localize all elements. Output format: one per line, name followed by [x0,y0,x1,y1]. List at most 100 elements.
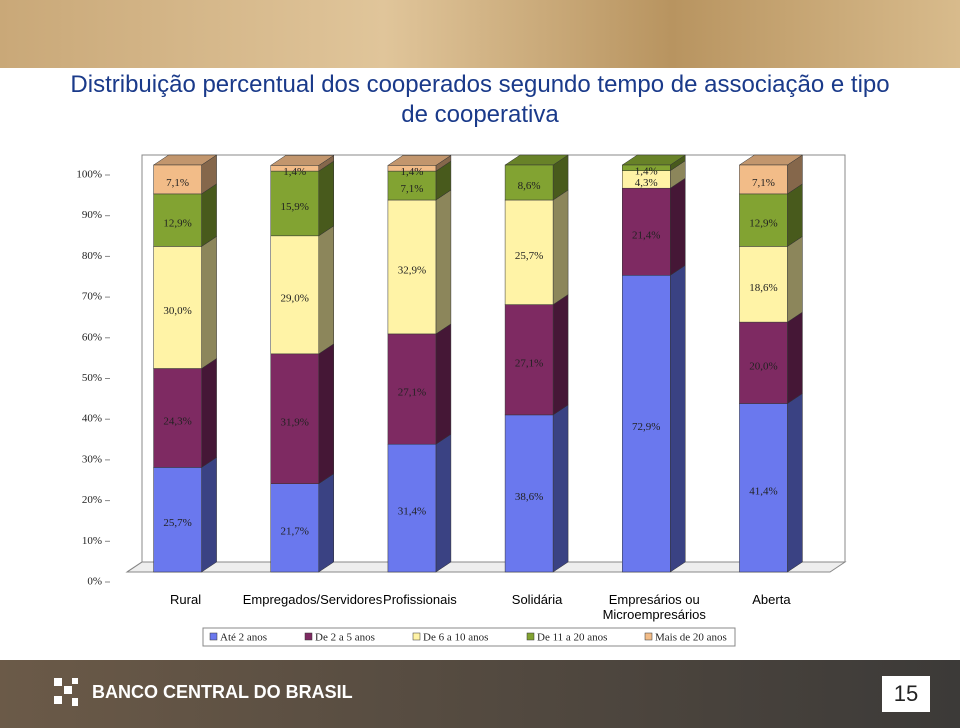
value-label: 7,1% [166,177,189,189]
bar [270,235,319,355]
bar-side [787,311,803,404]
bar-side [435,433,452,573]
bar-side [435,189,452,335]
bar-side [552,294,569,416]
legend-box [202,627,736,647]
legend-label: De 2 a 5 anos [315,632,375,644]
bar [504,164,554,201]
bar [504,304,554,416]
value-label: 8,6% [518,180,541,192]
y-tick-label: 20% [82,494,102,506]
value-label: 41,4% [749,485,777,497]
value-label: 21,7% [281,525,309,537]
value-label: 7,1% [752,177,775,189]
floor [125,561,847,573]
value-label: 21,4% [632,229,660,241]
bar-side [318,473,334,573]
value-label: 7,1% [400,183,423,195]
value-label: 31,4% [398,506,426,518]
bar-side [787,235,803,323]
bar-side [787,183,803,247]
bar [387,165,437,172]
y-tick-label: 90% [82,209,102,221]
bar [153,164,202,195]
bar [739,321,788,404]
bar [739,164,788,195]
bar-stack [504,154,569,573]
bar [387,199,437,335]
value-label: 1,4% [635,165,658,177]
bar-side [318,160,334,237]
legend-swatch [644,632,653,641]
value-label: 30,0% [163,305,191,317]
bar [504,199,554,305]
value-label: 31,9% [281,416,309,428]
value-label: 25,7% [163,517,191,529]
legend-label: De 6 a 10 anos [423,632,488,644]
legend-swatch [526,632,535,641]
value-label: 12,9% [749,218,777,230]
value-label: 12,9% [163,218,191,230]
bar [622,187,671,276]
bar-stack [269,154,335,573]
legend: Até 2 anos De 2 a 5 anos De 6 a 10 anos De … [202,627,736,647]
bar-side [435,323,452,445]
bar-side [552,404,569,573]
chart: 0% 10% 20% 30% 40% 50% 60% 70% 80% 90% 100% 25,7% 24… [76,154,847,647]
bar-side [318,225,334,355]
legend-label: De 11 a 20 anos [537,632,607,644]
bar [270,170,319,237]
bar [270,165,319,172]
value-label: 38,6% [515,491,543,503]
bar-side [201,235,217,369]
value-label: 25,7% [515,250,543,262]
bar [622,164,671,171]
y-tick-label: 80% [82,250,102,262]
value-label: 1,4% [283,166,306,178]
value-label: 18,6% [749,282,777,294]
bar-side [670,264,686,573]
page-number: 15 [882,676,930,712]
bar [739,193,788,247]
bar-side [787,393,803,573]
legend-swatch [412,632,421,641]
value-label: 27,1% [515,357,543,369]
value-label: 72,9% [632,421,660,433]
value-label: 15,9% [281,201,309,213]
bar [739,246,788,323]
value-label: 29,0% [281,292,309,304]
value-label: 27,1% [398,387,426,399]
bar-side [318,343,334,485]
value-label: 4,3% [635,177,658,189]
bar-side [201,456,217,573]
bar-stack [738,154,804,573]
value-label: 32,9% [398,264,426,276]
bar-side [670,177,686,276]
value-label: 20,0% [749,360,777,372]
bar-side [201,358,217,468]
x-tick-label: Aberta [752,592,791,607]
legend-label: Até 2 anos [220,632,267,644]
bar [153,467,202,573]
y-tick-label: 60% [82,331,102,343]
bar [270,353,319,484]
y-tick-label: 0% [87,576,102,588]
bank-name: BANCO CENTRAL DO BRASIL [92,682,353,702]
bar [622,275,671,573]
bar-side [201,183,217,247]
x-tick-label: Solidária [511,592,563,607]
header-banner [0,0,960,68]
footer: BANCO CENTRAL DO BRASIL 15 [0,660,960,728]
x-tick-label: Rural [170,592,202,607]
y-tick-label: 100% [76,169,102,181]
legend-swatch [304,632,313,641]
x-tick-label: Empresários ou Microempresários [602,592,706,622]
y-tick-label: 10% [82,535,102,547]
value-label: 1,4% [400,166,423,178]
bar [504,414,554,573]
back-wall [141,154,846,562]
bar-stack [387,154,452,573]
bar-stack [152,154,218,573]
bar [387,170,437,201]
